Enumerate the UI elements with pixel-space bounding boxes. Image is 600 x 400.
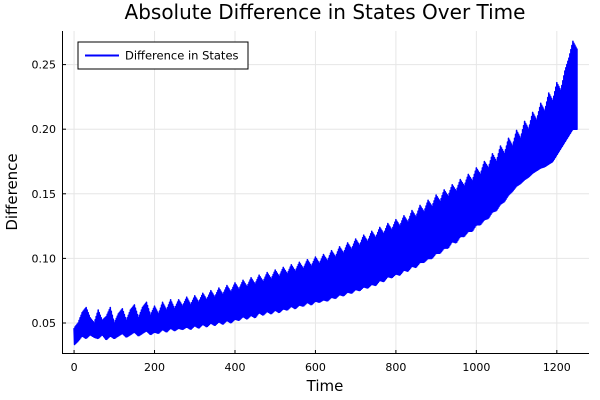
legend: Difference in States [77,41,249,70]
x-tick-label: 200 [144,361,165,374]
series-line-difference-in-states [73,40,578,346]
y-tick-label: 0.20 [32,123,57,136]
axes [62,31,589,354]
plot-area [73,40,578,346]
y-axis-title: Difference [3,153,21,230]
y-tick-label: 0.05 [32,317,57,330]
x-tick-label: 1000 [462,361,490,374]
x-axis-title: Time [306,377,344,395]
series-difference-in-states [73,40,578,346]
x-tick-labels: 0 200 400 600 800 1000 1200 [71,350,571,374]
x-tick-label: 0 [71,361,78,374]
y-tick-label: 0.25 [32,59,57,72]
y-tick-labels: 0.05 0.10 0.15 0.20 0.25 [32,59,66,330]
chart-title: Absolute Difference in States Over Time [125,0,526,24]
y-tick-label: 0.10 [32,252,57,265]
x-tick-label: 400 [224,361,245,374]
x-tick-label: 600 [305,361,326,374]
y-tick-label: 0.15 [32,188,57,201]
legend-label-difference-in-states: Difference in States [125,49,239,63]
x-tick-label: 800 [385,361,406,374]
x-tick-label: 1200 [543,361,571,374]
